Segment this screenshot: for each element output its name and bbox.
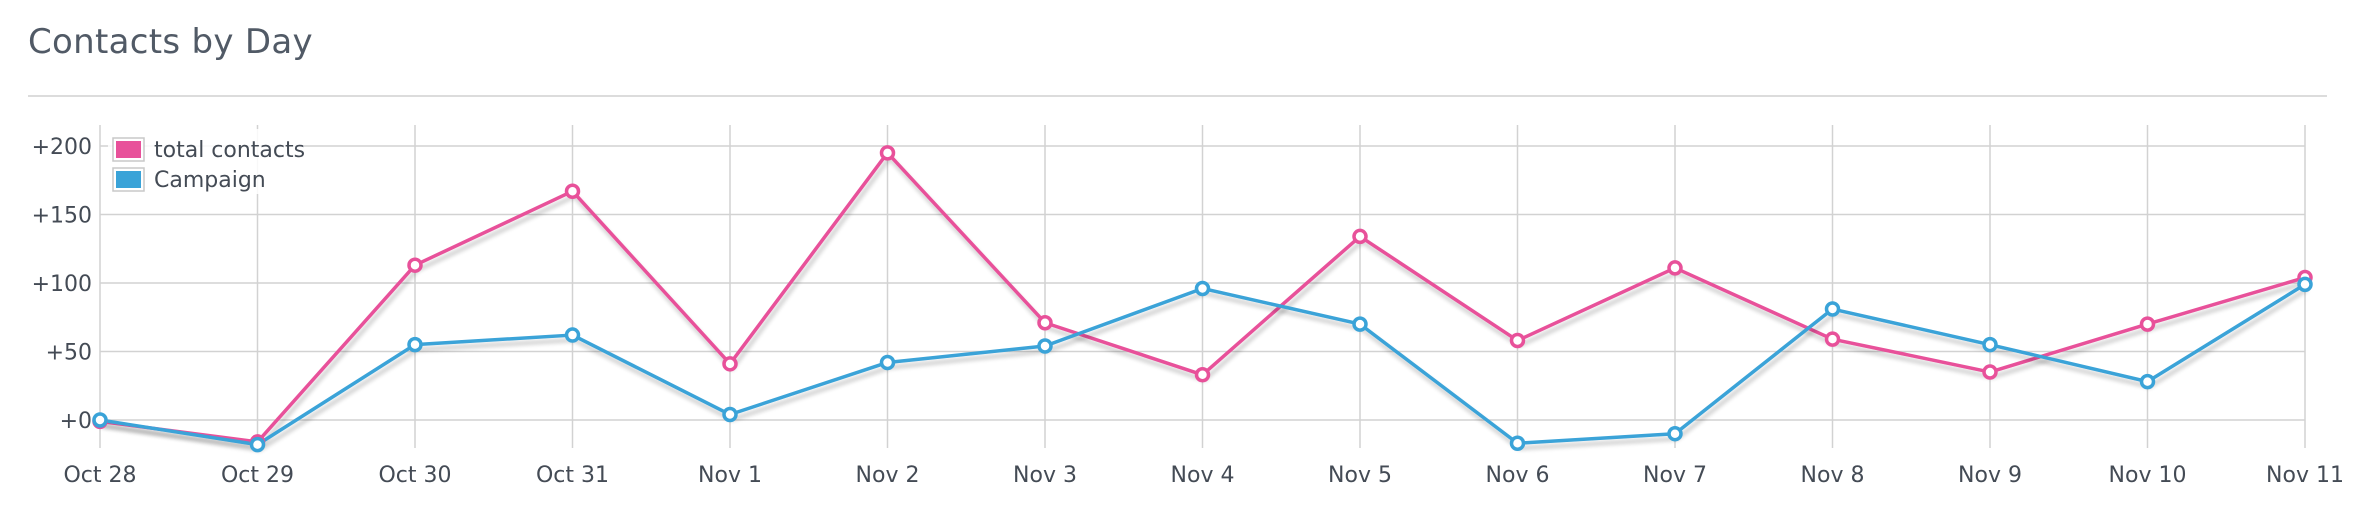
data-point [1667, 425, 1683, 442]
y-tick-label: +50 [46, 341, 92, 366]
x-tick-label: Nov 11 [2266, 463, 2344, 488]
chart-title: Contacts by Day [28, 22, 313, 62]
x-tick-label: Nov 2 [856, 463, 920, 488]
data-point [2139, 316, 2156, 332]
data-point [2139, 373, 2156, 390]
legend-swatch [116, 171, 141, 188]
x-tick-label: Oct 30 [378, 463, 451, 488]
data-point [1194, 367, 1211, 383]
data-point [92, 412, 108, 428]
x-tick-label: Nov 9 [1958, 463, 2022, 488]
x-tick-label: Nov 1 [698, 463, 762, 488]
data-point [1352, 316, 1368, 332]
data-point [1352, 228, 1368, 245]
data-point [407, 336, 423, 353]
y-axis-tick-labels: +0 +50 +100 +150 +200 [32, 135, 92, 434]
data-point [879, 354, 896, 371]
data-point [1509, 332, 1526, 349]
data-point [1824, 301, 1841, 317]
x-tick-label: Nov 10 [2109, 463, 2187, 488]
data-point [1037, 314, 1053, 331]
x-tick-label: Nov 6 [1486, 463, 1550, 488]
x-tick-label: Oct 29 [221, 463, 294, 488]
y-tick-label: +100 [32, 272, 92, 297]
legend-label: total contacts [154, 138, 305, 163]
y-tick-label: +200 [32, 135, 92, 160]
title-divider [28, 95, 2327, 97]
x-tick-label: Nov 8 [1801, 463, 1865, 488]
x-tick-label: Nov 4 [1171, 463, 1235, 488]
data-point [564, 183, 581, 199]
data-point [1509, 435, 1526, 452]
legend-swatch [116, 141, 141, 158]
x-tick-label: Nov 3 [1013, 463, 1077, 488]
y-tick-label: +150 [32, 204, 92, 229]
legend-label: Campaign [154, 168, 266, 193]
data-point [722, 406, 738, 423]
data-point [1824, 331, 1841, 347]
x-tick-label: Nov 5 [1328, 463, 1392, 488]
data-point [1667, 260, 1683, 276]
y-tick-label: +0 [60, 409, 92, 434]
data-point [879, 145, 896, 161]
data-point [249, 436, 266, 453]
x-tick-label: Oct 31 [536, 463, 609, 488]
series-layer [92, 145, 2313, 453]
data-point [2297, 276, 2313, 293]
data-point [564, 327, 581, 343]
legend: total contacts Campaign [108, 129, 305, 194]
x-tick-label: Oct 28 [63, 463, 136, 488]
x-axis-tick-labels: Oct 28 Oct 29 Oct 30 Oct 31 Nov 1 Nov 2 Nov 3 N… [63, 463, 2343, 488]
x-tick-label: Nov 7 [1643, 463, 1707, 488]
data-point [722, 356, 738, 372]
data-point [1194, 280, 1211, 297]
data-point [1037, 338, 1053, 354]
data-point [1982, 364, 1998, 380]
data-point [1982, 336, 1998, 353]
data-point [407, 257, 423, 273]
